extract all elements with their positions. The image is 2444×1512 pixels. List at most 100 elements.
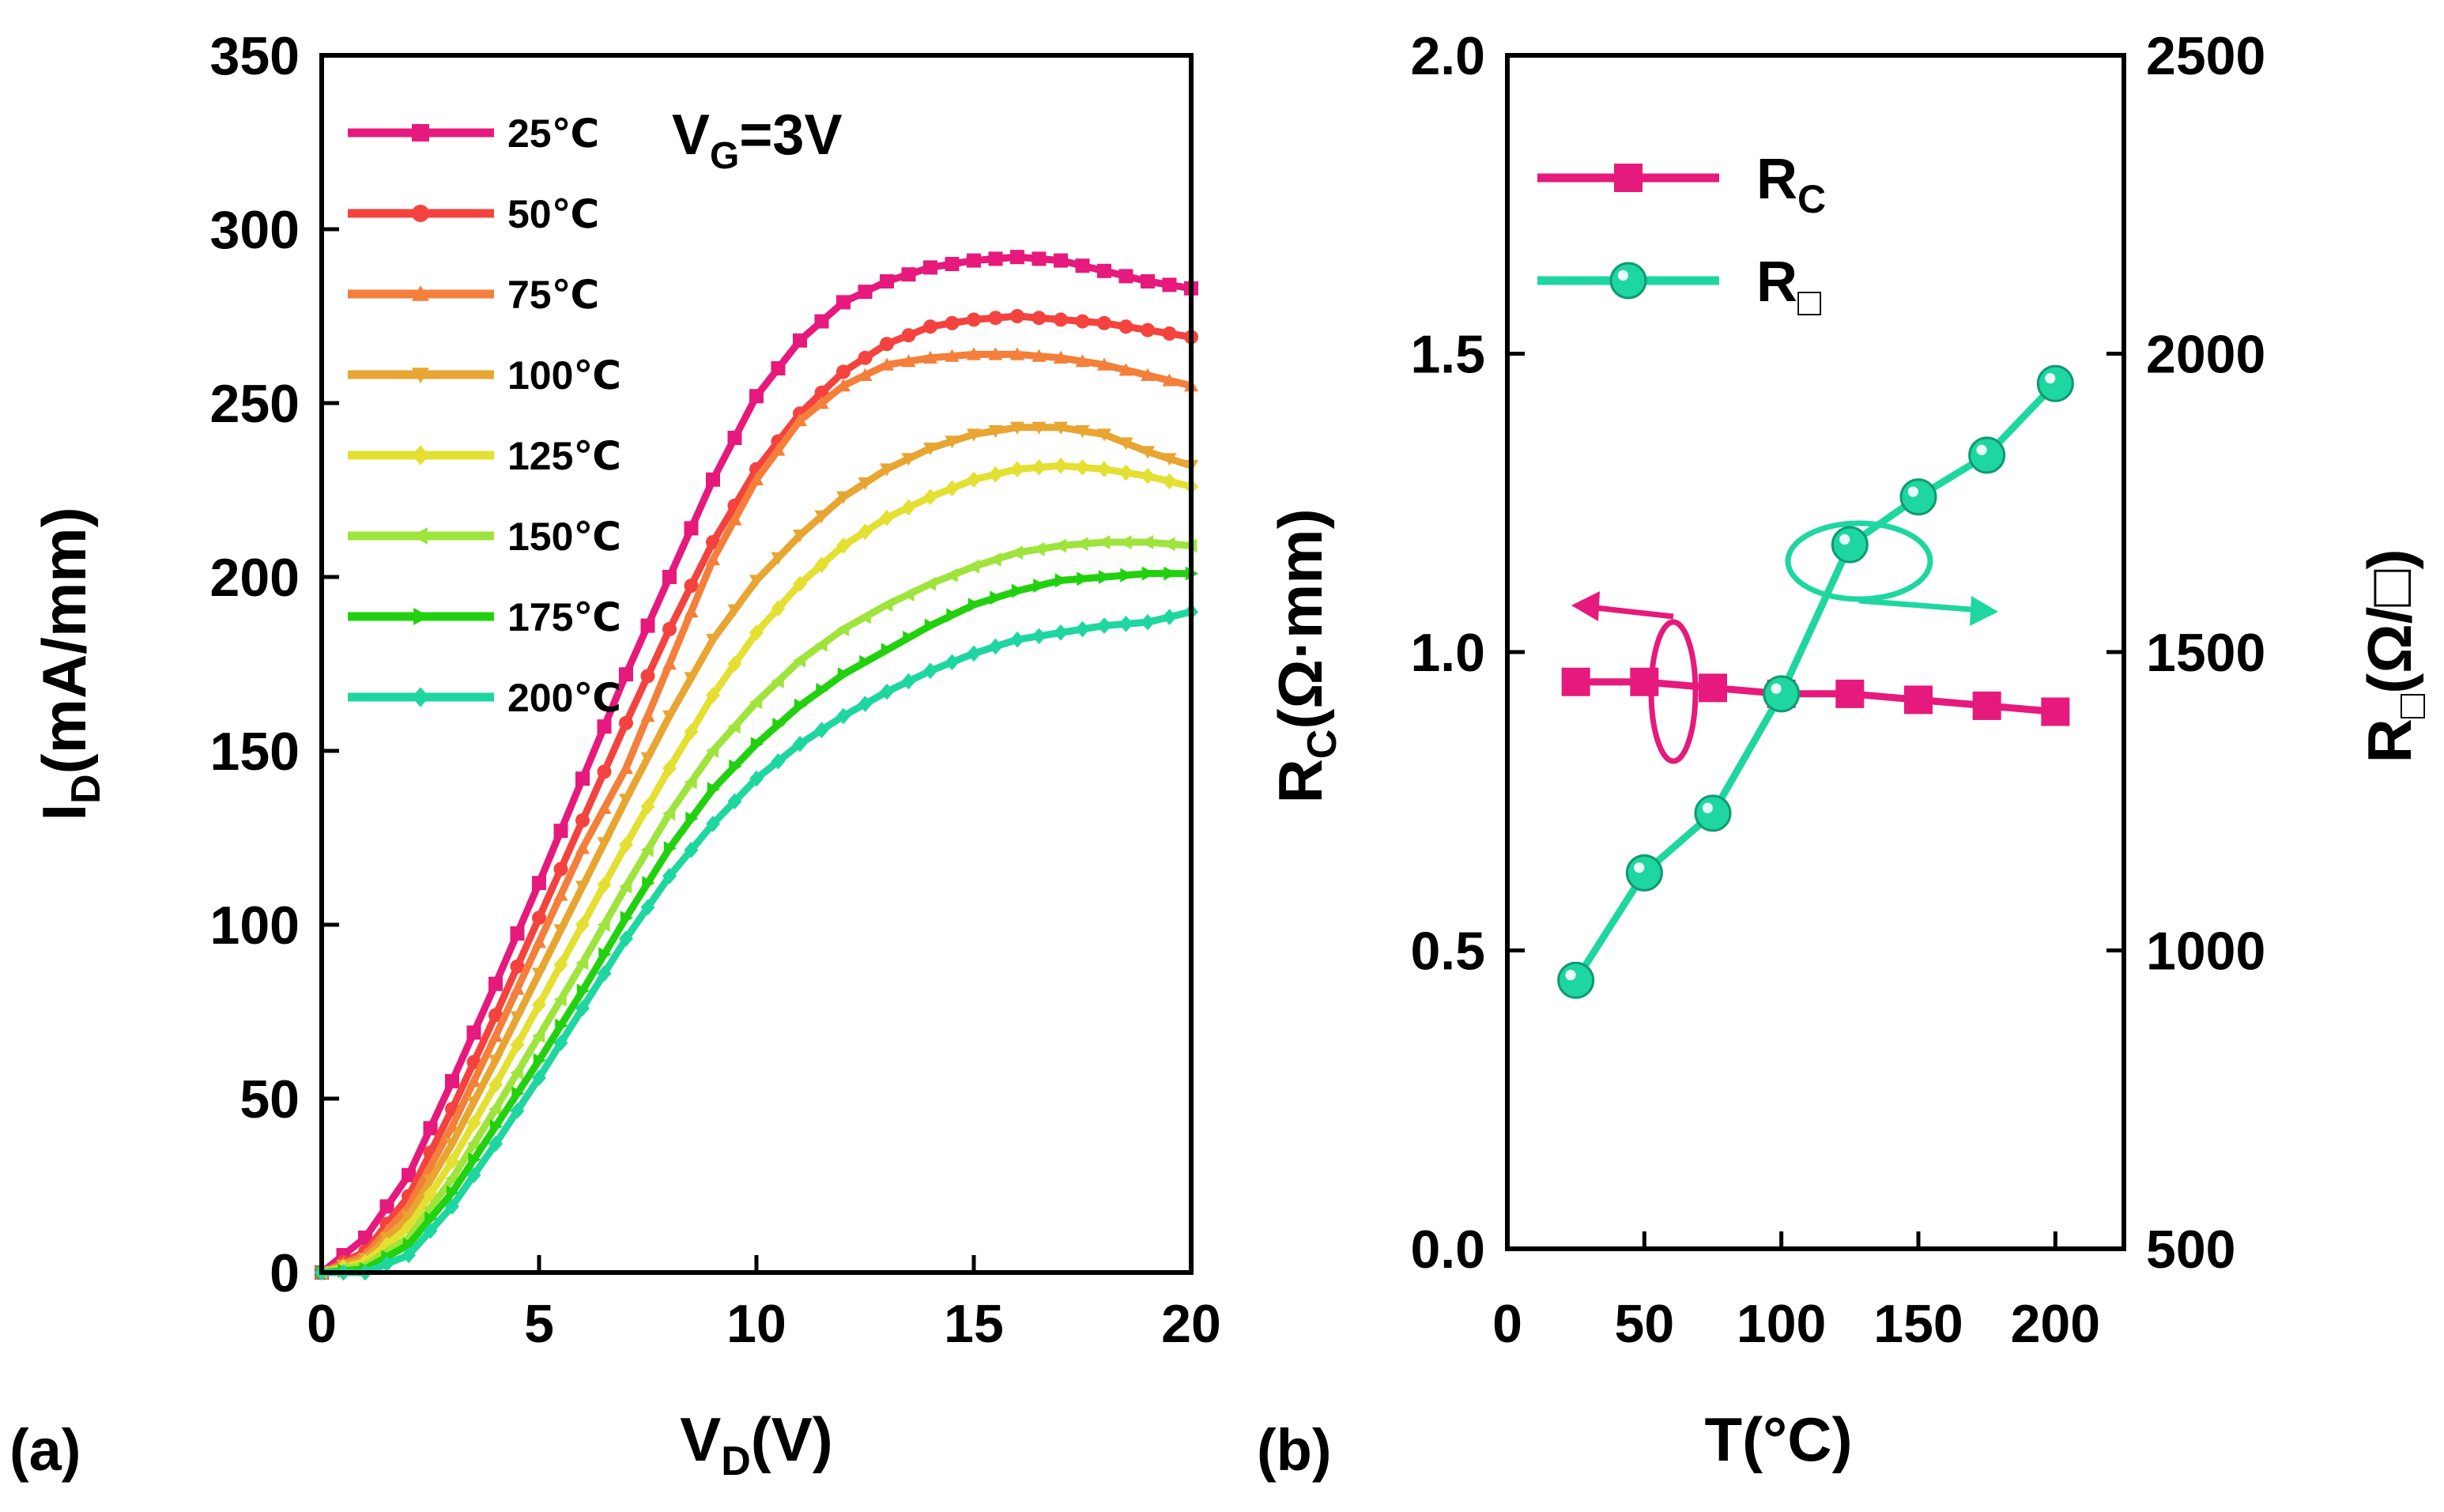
- series-5-marker-10: [532, 996, 546, 1013]
- series-1-marker-25: [858, 285, 873, 300]
- legend-item-2-label: 50℃: [507, 192, 599, 236]
- series-3-marker-35: [1075, 354, 1090, 368]
- panel-b-series: [1557, 364, 2074, 999]
- series-1-marker-12: [575, 771, 590, 786]
- b-series-2-point-0-highlight: [1565, 970, 1576, 981]
- series-3-marker-21: [771, 443, 786, 456]
- series-7-marker-14: [620, 911, 633, 926]
- b-legend-item-2: R□: [1537, 251, 1822, 324]
- series-4-marker-9: [510, 1011, 525, 1024]
- series-7-marker-33: [1033, 579, 1047, 593]
- b-series-1: [1561, 667, 2070, 726]
- a-ytick-label-0: 0: [270, 1243, 300, 1303]
- series-4-marker-34: [1054, 421, 1068, 435]
- series-6-marker-10: [532, 1028, 545, 1043]
- panel-a-y-ticks: 0 50 100 150 200 250 300 350: [210, 26, 339, 1303]
- series-5-marker-27: [901, 499, 916, 516]
- legend-item-1-marker: [412, 124, 429, 141]
- legend-item-8: 200℃: [348, 676, 621, 720]
- series-5-marker-9: [510, 1036, 525, 1054]
- series-8-marker-36: [1097, 617, 1111, 634]
- series-4-marker-31: [988, 425, 1003, 439]
- panel-a-x-label-suffix: (V): [751, 1405, 833, 1474]
- panel-a-y-label-sub: D: [63, 774, 109, 804]
- a-ytick-label-4: 200: [210, 548, 300, 608]
- a-ytick-label-1: 50: [239, 1069, 300, 1129]
- series-1-marker-3: [379, 1199, 394, 1214]
- series-7-marker-26: [881, 643, 894, 658]
- legend-item-7-label: 175℃: [507, 595, 621, 639]
- series-2-marker-30: [967, 312, 981, 327]
- series-2-marker-28: [923, 319, 937, 334]
- series-7-marker-36: [1098, 570, 1111, 584]
- series-1-marker-22: [793, 333, 807, 348]
- series-8-marker-38: [1141, 613, 1155, 631]
- series-8-marker-34: [1054, 624, 1068, 641]
- series-1-marker-19: [727, 431, 742, 445]
- series-8-marker-8: [488, 1135, 503, 1152]
- series-7-marker-5: [424, 1211, 438, 1226]
- series-8-marker-19: [727, 793, 742, 810]
- series-5: [315, 457, 1198, 1281]
- b-series-2-point-7: [2036, 364, 2074, 402]
- series-6-marker-25: [858, 609, 871, 624]
- series-1-marker-21: [771, 361, 786, 375]
- series-2-marker-8: [488, 1008, 503, 1023]
- series-3-marker-13: [597, 801, 612, 814]
- b-xtick-label-4: 200: [2011, 1294, 2100, 1354]
- series-4-marker-13: [597, 837, 612, 850]
- series-7-marker-39: [1164, 566, 1177, 581]
- series-4-marker-38: [1141, 446, 1155, 459]
- b-series-2-point-0: [1557, 961, 1595, 999]
- series-6-marker-20: [749, 695, 763, 710]
- series-8-marker-27: [901, 673, 916, 690]
- b-right-ytick-label-4: 2500: [2146, 26, 2265, 86]
- series-7-marker-30: [967, 598, 981, 613]
- series-3-marker-22: [793, 413, 807, 427]
- series-5-marker-37: [1118, 464, 1133, 481]
- series-3-marker-29: [945, 349, 960, 362]
- b-series-2-point-1: [1625, 854, 1663, 892]
- series-6-marker-33: [1032, 541, 1045, 556]
- series-6-marker-9: [510, 1065, 523, 1080]
- series-3-marker-27: [901, 354, 916, 368]
- series-5-marker-15: [640, 798, 655, 815]
- b-series-2-point-1-highlight: [1634, 862, 1645, 873]
- legend-item-3: 75℃: [348, 273, 599, 317]
- b-legend-item-2-label: R□: [1756, 251, 1822, 324]
- panel-a-y-label-main: I: [29, 804, 99, 821]
- series-1-marker-31: [988, 251, 1003, 266]
- rsh-axis-arrow-head: [1970, 596, 1998, 626]
- series-5-marker-23: [814, 556, 829, 573]
- series-7-marker-19: [729, 759, 742, 774]
- series-7-marker-11: [555, 1018, 568, 1033]
- series-3-marker-11: [553, 888, 568, 901]
- series-1-marker-8: [488, 976, 503, 991]
- series-5-marker-24: [836, 537, 850, 554]
- series-4-marker-27: [901, 453, 916, 466]
- series-4-marker-33: [1032, 421, 1047, 435]
- series-2-marker-9: [510, 959, 525, 974]
- b-series-2-point-4: [1831, 526, 1869, 564]
- series-1-marker-2: [358, 1231, 372, 1245]
- series-4-marker-8: [488, 1054, 503, 1068]
- series-6-marker-12: [575, 956, 589, 971]
- series-4-marker-26: [880, 463, 894, 477]
- panel-b-right-y-ticks: 500 1000 1500 2000 2500: [2106, 26, 2265, 1280]
- series-4-marker-32: [1010, 421, 1024, 435]
- panel-b-left-y-label-sub: C: [1299, 730, 1345, 760]
- series-1-marker-9: [510, 926, 525, 941]
- series-2-marker-14: [619, 715, 633, 730]
- series-6-marker-35: [1075, 537, 1088, 552]
- series-5-marker-8: [488, 1076, 503, 1093]
- series-4-marker-19: [727, 604, 742, 617]
- series-8-marker-14: [619, 930, 633, 947]
- series-1-marker-15: [640, 618, 655, 633]
- series-5-marker-17: [684, 723, 699, 741]
- legend-item-5-label: 125℃: [507, 434, 621, 478]
- series-7-marker-22: [794, 698, 807, 713]
- series-3-marker-38: [1141, 368, 1155, 381]
- series-1-marker-35: [1075, 258, 1090, 273]
- series-1-marker-10: [532, 876, 546, 891]
- series-7-marker-8: [489, 1119, 503, 1134]
